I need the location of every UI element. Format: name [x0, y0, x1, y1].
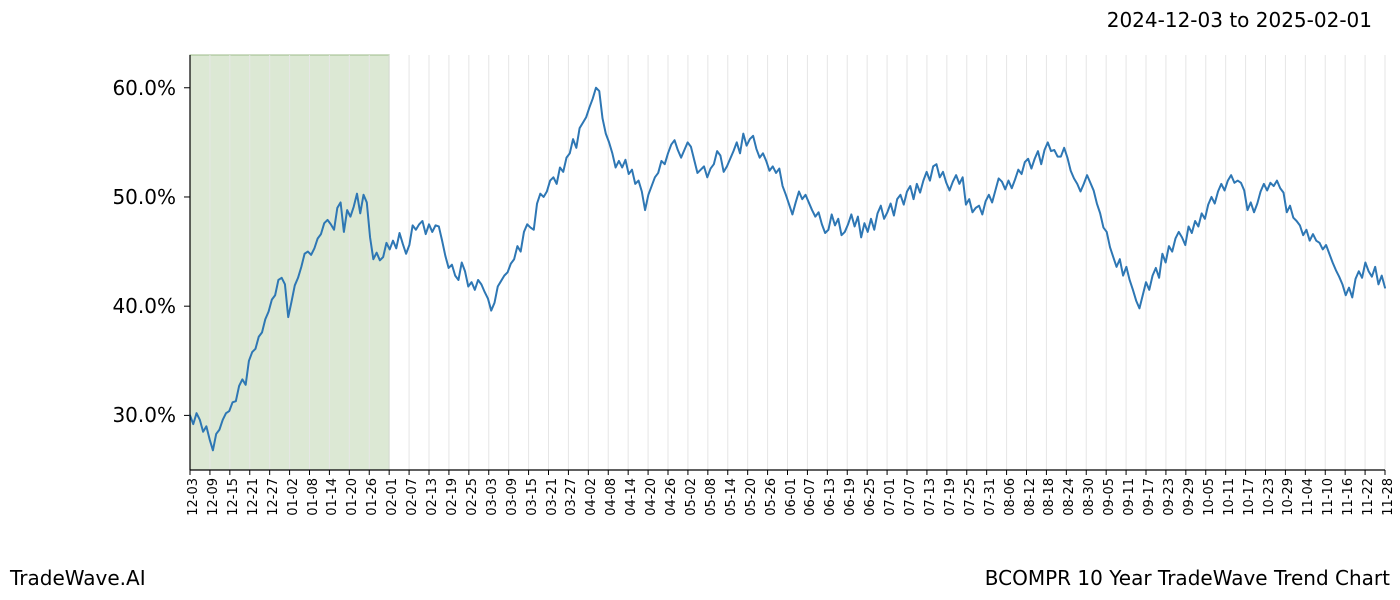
x-tick-label: 04-14 [624, 478, 639, 516]
x-tick-label: 12-27 [266, 478, 281, 516]
brand-label: TradeWave.AI [10, 566, 146, 590]
x-tick-label: 07-01 [883, 478, 898, 516]
x-tick-label: 08-12 [1023, 478, 1038, 516]
x-tick-label: 01-08 [306, 478, 321, 516]
x-tick-label: 10-05 [1202, 478, 1217, 516]
x-tick-label: 09-29 [1182, 478, 1197, 516]
x-tick-label: 05-20 [744, 478, 759, 516]
y-tick-label: 40.0% [0, 294, 176, 318]
x-tick-label: 10-23 [1262, 478, 1277, 516]
x-tick-label: 03-21 [545, 478, 560, 516]
x-tick-label: 09-11 [1122, 478, 1137, 516]
x-tick-label: 06-25 [863, 478, 878, 516]
chart-title: BCOMPR 10 Year TradeWave Trend Chart [985, 566, 1390, 590]
x-tick-label: 11-10 [1321, 478, 1336, 516]
x-tick-label: 04-20 [644, 478, 659, 516]
x-tick-label: 05-02 [684, 478, 699, 516]
x-tick-label: 08-18 [1042, 478, 1057, 516]
x-tick-label: 07-31 [983, 478, 998, 516]
x-tick-label: 06-19 [843, 478, 858, 516]
x-tick-label: 08-24 [1062, 478, 1077, 516]
x-tick-label: 12-21 [246, 478, 261, 516]
x-tick-label: 03-09 [505, 478, 520, 516]
x-tick-label: 09-05 [1102, 478, 1117, 516]
x-tick-label: 01-14 [325, 478, 340, 516]
x-tick-label: 04-08 [604, 478, 619, 516]
x-tick-label: 03-15 [525, 478, 540, 516]
x-tick-label: 11-22 [1361, 478, 1376, 516]
x-tick-label: 09-17 [1142, 478, 1157, 516]
x-tick-label: 02-25 [465, 478, 480, 516]
x-tick-label: 08-06 [1003, 478, 1018, 516]
y-tick-label: 60.0% [0, 76, 176, 100]
x-tick-label: 11-28 [1381, 478, 1396, 516]
x-tick-label: 02-13 [425, 478, 440, 516]
x-tick-label: 01-20 [345, 478, 360, 516]
y-tick-label: 50.0% [0, 185, 176, 209]
x-tick-label: 07-13 [923, 478, 938, 516]
x-tick-label: 06-01 [784, 478, 799, 516]
x-tick-label: 05-14 [724, 478, 739, 516]
x-tick-label: 05-08 [704, 478, 719, 516]
x-tick-label: 10-11 [1222, 478, 1237, 516]
x-tick-label: 06-13 [823, 478, 838, 516]
x-tick-label: 07-25 [963, 478, 978, 516]
x-tick-label: 08-30 [1082, 478, 1097, 516]
x-tick-label: 04-02 [584, 478, 599, 516]
x-tick-label: 12-09 [206, 478, 221, 516]
date-range-label: 2024-12-03 to 2025-02-01 [1107, 8, 1372, 32]
x-tick-label: 03-27 [564, 478, 579, 516]
y-tick-label: 30.0% [0, 403, 176, 427]
x-tick-label: 11-16 [1341, 478, 1356, 516]
x-tick-label: 10-29 [1281, 478, 1296, 516]
x-tick-label: 09-23 [1162, 478, 1177, 516]
x-tick-label: 02-01 [385, 478, 400, 516]
x-tick-label: 10-17 [1242, 478, 1257, 516]
x-tick-label: 05-26 [764, 478, 779, 516]
x-tick-label: 01-26 [365, 478, 380, 516]
x-tick-label: 02-07 [405, 478, 420, 516]
x-tick-label: 01-02 [286, 478, 301, 516]
x-tick-label: 12-03 [186, 478, 201, 516]
x-tick-label: 07-07 [903, 478, 918, 516]
x-tick-label: 04-26 [664, 478, 679, 516]
x-tick-label: 06-07 [803, 478, 818, 516]
x-tick-label: 03-03 [485, 478, 500, 516]
x-tick-label: 11-04 [1301, 478, 1316, 516]
x-tick-label: 07-19 [943, 478, 958, 516]
x-tick-label: 02-19 [445, 478, 460, 516]
x-tick-label: 12-15 [226, 478, 241, 516]
